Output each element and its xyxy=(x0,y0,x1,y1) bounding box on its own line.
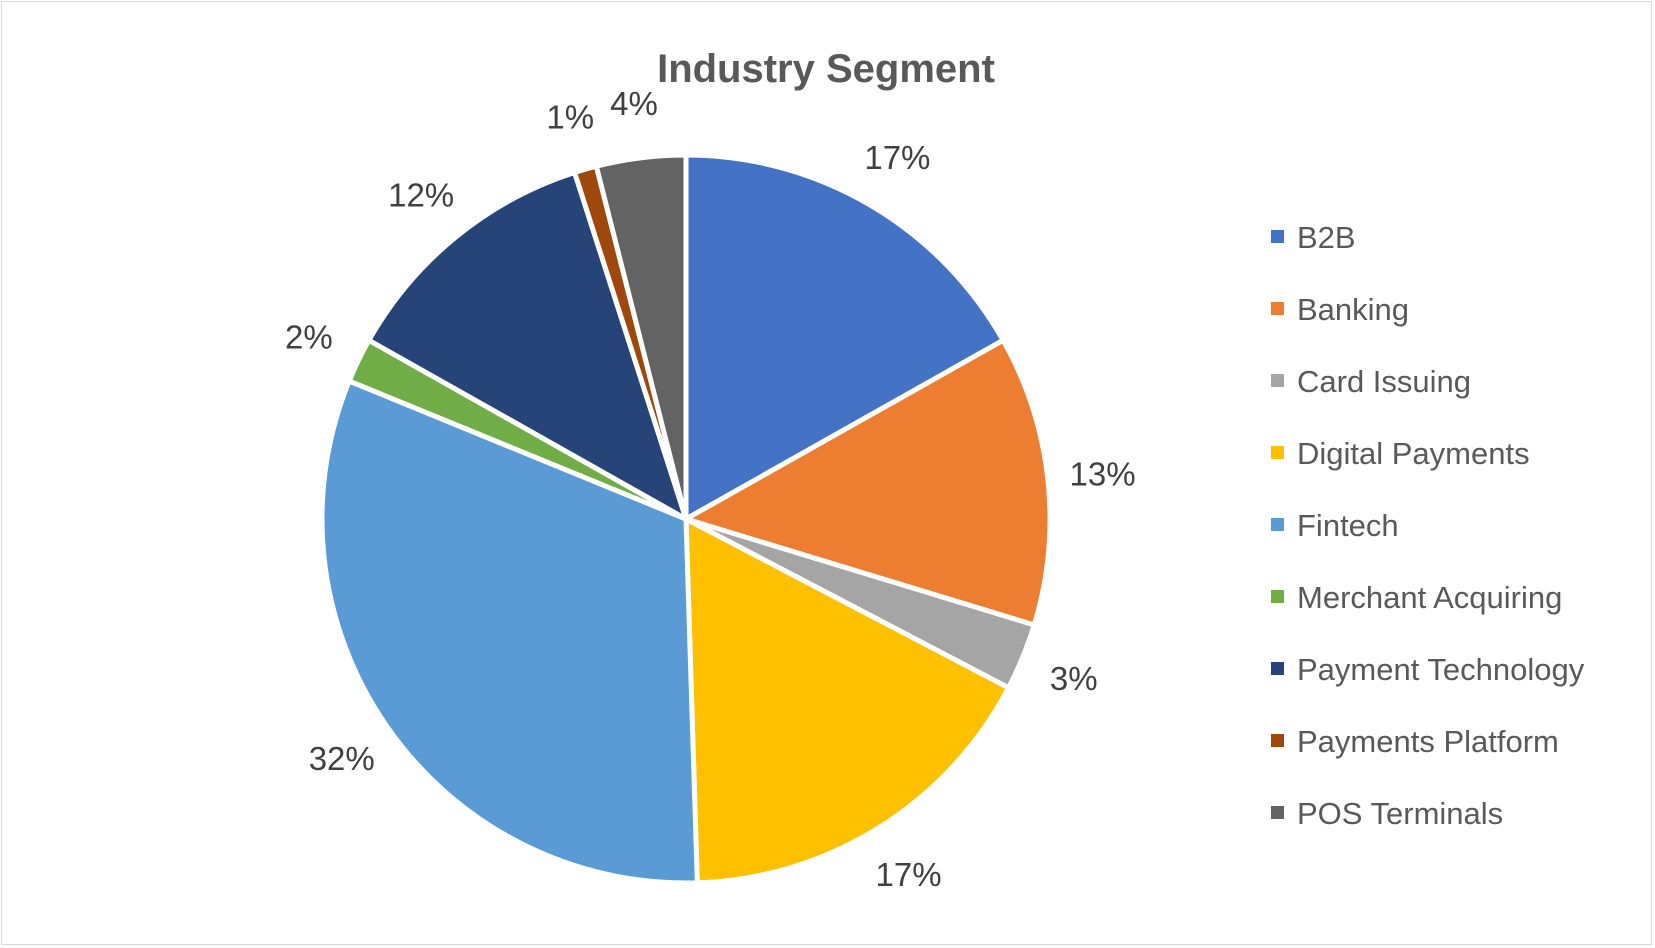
legend-entry: Merchant Acquiring xyxy=(1297,580,1562,615)
pie-slice-banking xyxy=(679,336,1053,629)
legend-entry: Digital Payments xyxy=(1297,436,1530,471)
legend-entry: Card Issuing xyxy=(1297,364,1471,399)
legend-entry: Banking xyxy=(1297,292,1409,327)
legend-swatch xyxy=(1271,518,1284,531)
legend-swatch xyxy=(1271,662,1284,675)
legend-entry: Fintech xyxy=(1297,508,1399,543)
legend-entry: B2B xyxy=(1297,220,1356,255)
data-label: 4% xyxy=(610,85,658,122)
data-label: 1% xyxy=(546,98,594,135)
legend-swatch xyxy=(1271,734,1284,747)
data-label: 17% xyxy=(864,139,930,176)
pie-slice-pos-terminals xyxy=(593,152,689,520)
pie-slice-payment-technology xyxy=(365,169,691,525)
legend: B2B Banking Card Issuing Digital Payments Fi… xyxy=(1271,220,1585,831)
data-label: 32% xyxy=(309,740,375,777)
pie-slice-fintech xyxy=(319,377,700,886)
data-label: 3% xyxy=(1050,660,1098,697)
legend-swatch xyxy=(1271,374,1284,387)
legend-swatch xyxy=(1271,806,1284,819)
pie-slice-b2b xyxy=(683,152,1007,524)
legend-swatch xyxy=(1271,230,1284,243)
data-label: 12% xyxy=(388,176,454,213)
legend-swatch xyxy=(1271,446,1284,459)
chart-title: Industry Segment xyxy=(657,47,995,91)
data-label: 2% xyxy=(285,318,333,355)
legend-swatch xyxy=(1271,590,1284,603)
legend-entry: Payments Platform xyxy=(1297,724,1559,759)
legend-swatch xyxy=(1271,302,1284,315)
legend-entry: Payment Technology xyxy=(1297,652,1585,687)
pie-slice-digital-payments xyxy=(683,514,1012,886)
data-label: 13% xyxy=(1069,455,1135,492)
legend-entry: POS Terminals xyxy=(1297,796,1503,831)
data-label: 17% xyxy=(875,856,941,893)
